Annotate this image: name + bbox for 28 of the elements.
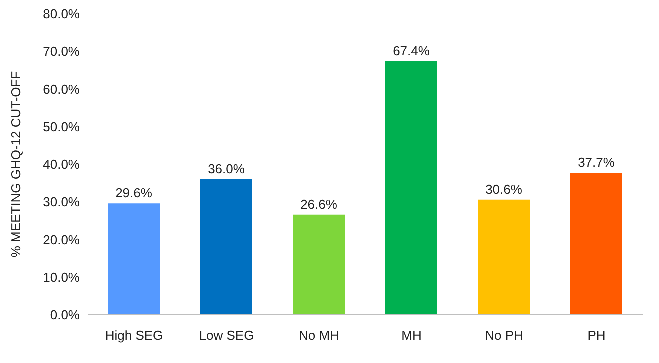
data-label: 36.0% xyxy=(208,162,246,177)
y-tick-label: 80.0% xyxy=(43,6,80,22)
y-tick-label: 10.0% xyxy=(43,270,80,285)
bar xyxy=(200,180,252,315)
data-label: 30.6% xyxy=(486,182,523,197)
y-tick-label: 40.0% xyxy=(43,157,80,172)
x-tick-label: High SEG xyxy=(105,328,164,344)
y-tick-label: 60.0% xyxy=(43,82,80,97)
bar xyxy=(293,214,345,315)
x-tick-label: Low SEG xyxy=(199,328,254,344)
bar xyxy=(108,204,160,315)
bar xyxy=(386,61,438,315)
bar xyxy=(478,200,530,315)
y-tick-label: 0.0% xyxy=(50,308,80,323)
x-tick-label: PH xyxy=(588,328,606,344)
y-tick-label: 70.0% xyxy=(43,44,80,60)
x-tick-label: MH xyxy=(402,328,422,344)
y-tick-label: 30.0% xyxy=(43,194,80,210)
bar xyxy=(570,173,622,315)
y-tick-label: 20.0% xyxy=(43,232,80,248)
x-tick-label: No PH xyxy=(485,328,524,344)
y-axis-title: % MEETING GHQ-12 CUT-OFF xyxy=(8,71,24,258)
data-label: 29.6% xyxy=(116,186,153,201)
data-label: 37.7% xyxy=(578,155,616,170)
y-tick-label: 50.0% xyxy=(43,119,80,134)
x-tick-label: No MH xyxy=(299,328,340,344)
data-label: 67.4% xyxy=(393,43,430,58)
data-label: 26.6% xyxy=(300,196,338,212)
